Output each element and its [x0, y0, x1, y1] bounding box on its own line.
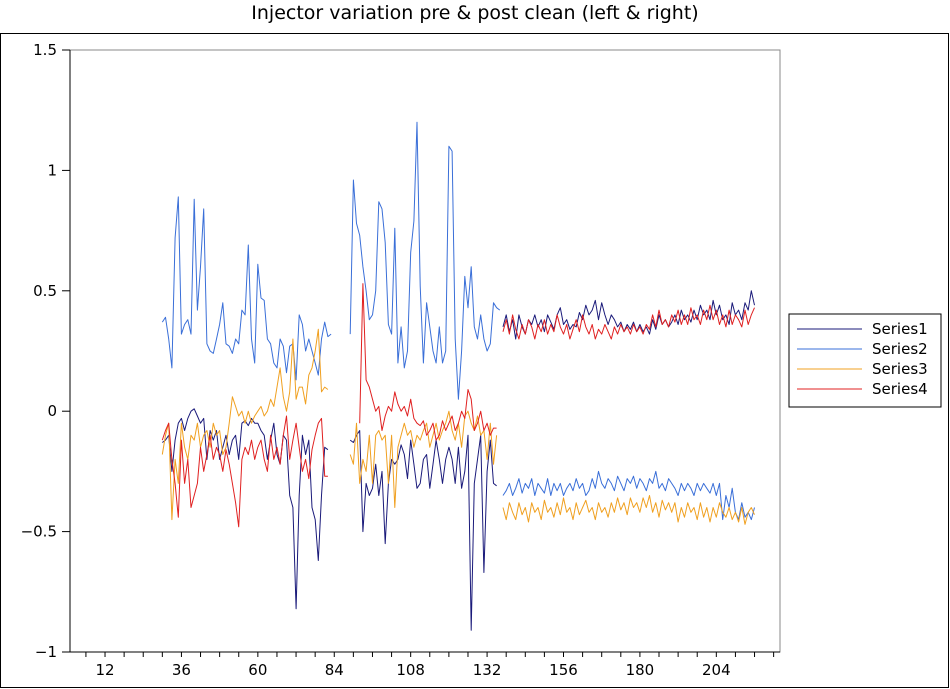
series-line-1-segment-2	[349, 430, 497, 631]
series-line-3-segment-3	[502, 495, 755, 525]
series-line-4-segment-2	[359, 283, 497, 441]
legend-label-3: Series3	[872, 360, 928, 378]
x-tick-label: 84	[325, 661, 344, 679]
y-tick-label: −0.5	[21, 523, 57, 541]
series-line-3-segment-1	[161, 328, 329, 521]
x-tick-label: 180	[626, 661, 655, 679]
series-line-2-segment-2	[349, 121, 501, 400]
series-line-1-segment-1	[162, 408, 329, 610]
series-line-2-segment-3	[502, 470, 755, 521]
plot-area	[69, 49, 781, 653]
x-tick-label: 204	[702, 661, 731, 679]
x-tick-label: 12	[95, 661, 114, 679]
legend: Series1 Series2 Series3 Series4	[788, 313, 942, 408]
series-line-3-segment-2	[349, 410, 498, 508]
chart-title: Injector variation pre & post clean (lef…	[251, 2, 698, 24]
y-ticks: 1.5 1 0.5 0 −0.5 −1	[21, 41, 70, 661]
x-tick-label: 108	[396, 661, 425, 679]
y-tick-label: 1.5	[33, 41, 57, 59]
series-line-2-segment-1	[161, 196, 332, 381]
x-tick-label: 156	[549, 661, 578, 679]
y-tick-label: 0	[47, 402, 57, 420]
x-tick-label: 60	[248, 661, 267, 679]
x-tick-label: 36	[172, 661, 191, 679]
legend-label-2: Series2	[872, 340, 928, 358]
plot-lines	[161, 121, 755, 631]
series-line-4-segment-1	[161, 415, 328, 528]
series-line-1-segment-3	[502, 290, 755, 340]
legend-label-4: Series4	[872, 380, 928, 398]
y-tick-label: 0.5	[33, 282, 57, 300]
legend-label-1: Series1	[872, 320, 928, 338]
series-line-4-segment-3	[502, 304, 755, 340]
y-tick-label: −1	[35, 643, 57, 661]
x-ticks: 12 36 60 84 108 132 156 180 204	[85, 652, 775, 679]
x-tick-label: 132	[473, 661, 502, 679]
y-tick-label: 1	[47, 161, 57, 179]
